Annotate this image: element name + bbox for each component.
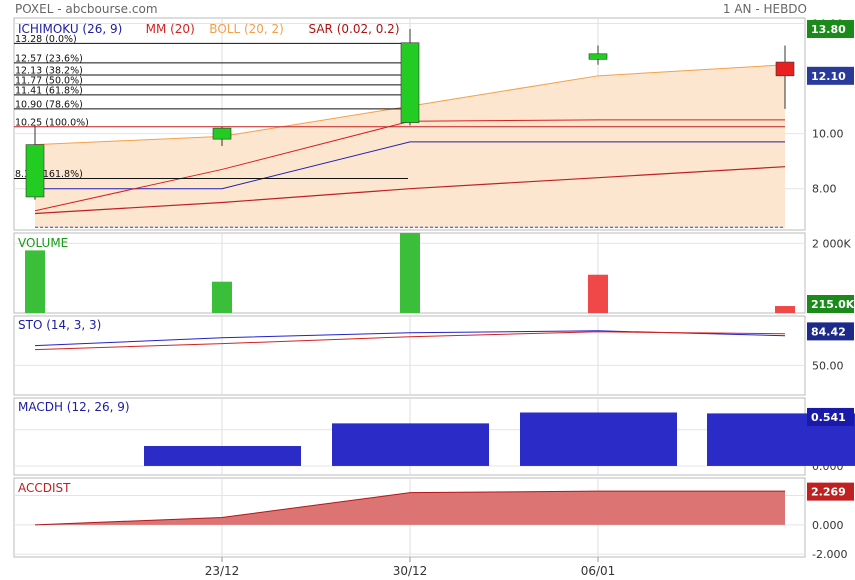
last-value-badge: [807, 407, 854, 426]
volume-bar: [775, 306, 795, 313]
volume-bar: [25, 250, 45, 313]
fibonacci-label: 10.90 (78.6%): [15, 99, 83, 110]
panel-title-accdist: ACCDIST: [18, 481, 71, 495]
accdist-area: [35, 491, 785, 525]
volume-bar: [400, 233, 420, 313]
candle-body: [775, 61, 795, 77]
candle-body: [212, 127, 232, 140]
legend-item: ICHIMOKU (26, 9): [18, 22, 122, 36]
fibonacci-label: 11.41 (61.8%): [15, 85, 83, 96]
last-value-badge: [807, 322, 854, 341]
x-tick-label: 23/12: [205, 564, 240, 578]
last-value-label: 12.10: [811, 70, 846, 83]
fibonacci-label: 12.57 (23.6%): [15, 53, 83, 64]
last-value-label: 2.269: [811, 486, 846, 499]
last-value-badge: [807, 482, 854, 501]
last-value-badge: [807, 295, 854, 313]
last-value-label: 84.42: [811, 325, 846, 338]
ichimoku-line: [35, 141, 785, 190]
last-high-badge: [807, 20, 854, 39]
candle-body: [400, 42, 420, 123]
fibonacci-label: 13.28 (0.0%): [15, 34, 77, 45]
accdist-line: [34, 490, 785, 526]
macdh-bar: [520, 412, 677, 466]
page-title: POXEL - abcbourse.com: [15, 2, 158, 16]
last-value-label: 215.0K: [811, 298, 855, 311]
candle-body: [25, 144, 45, 198]
y-tick-label: 10.00: [812, 128, 844, 141]
legend-item: SAR (0.02, 0.2): [309, 22, 400, 36]
fibonacci-label: 12.13 (38.2%): [15, 65, 83, 76]
x-tick-label: 30/12: [393, 564, 428, 578]
y-tick-label: 8.00: [812, 183, 837, 196]
y-tick-label: -2.000: [812, 548, 847, 561]
panel-title-macdh: MACDH (12, 26, 9): [18, 400, 130, 414]
sto-line: [34, 331, 786, 351]
y-tick-label: 0.000: [812, 519, 844, 532]
legend-item: BOLL (20, 2): [209, 22, 284, 36]
fibonacci-label: 11.77 (50.0%): [15, 75, 83, 86]
macdh-bar: [144, 446, 301, 466]
macdh-bar: [332, 423, 489, 466]
panel-title-volume: VOLUME: [18, 236, 68, 250]
sar-line: [34, 166, 786, 215]
volume-bar: [588, 274, 608, 313]
panel-title-sto: STO (14, 3, 3): [18, 318, 101, 332]
fibonacci-label: 10.25 (100.0%): [15, 117, 89, 128]
x-tick-label: 06/01: [581, 564, 616, 578]
last-value-badge: [807, 66, 854, 85]
candle-body: [588, 53, 608, 60]
volume-bar: [212, 281, 232, 313]
y-tick-label: 2 000K: [812, 237, 851, 250]
last-high-label: 13.80: [811, 23, 846, 36]
period-label: 1 AN - HEBDO: [722, 2, 807, 16]
y-tick-label: 50.00: [812, 359, 844, 372]
last-value-label: 0.541: [811, 411, 846, 424]
fibonacci-label: 8.37 (161.8%): [15, 169, 83, 180]
bollinger-band-fill: [35, 64, 785, 228]
legend-item: MM (20): [146, 22, 195, 36]
